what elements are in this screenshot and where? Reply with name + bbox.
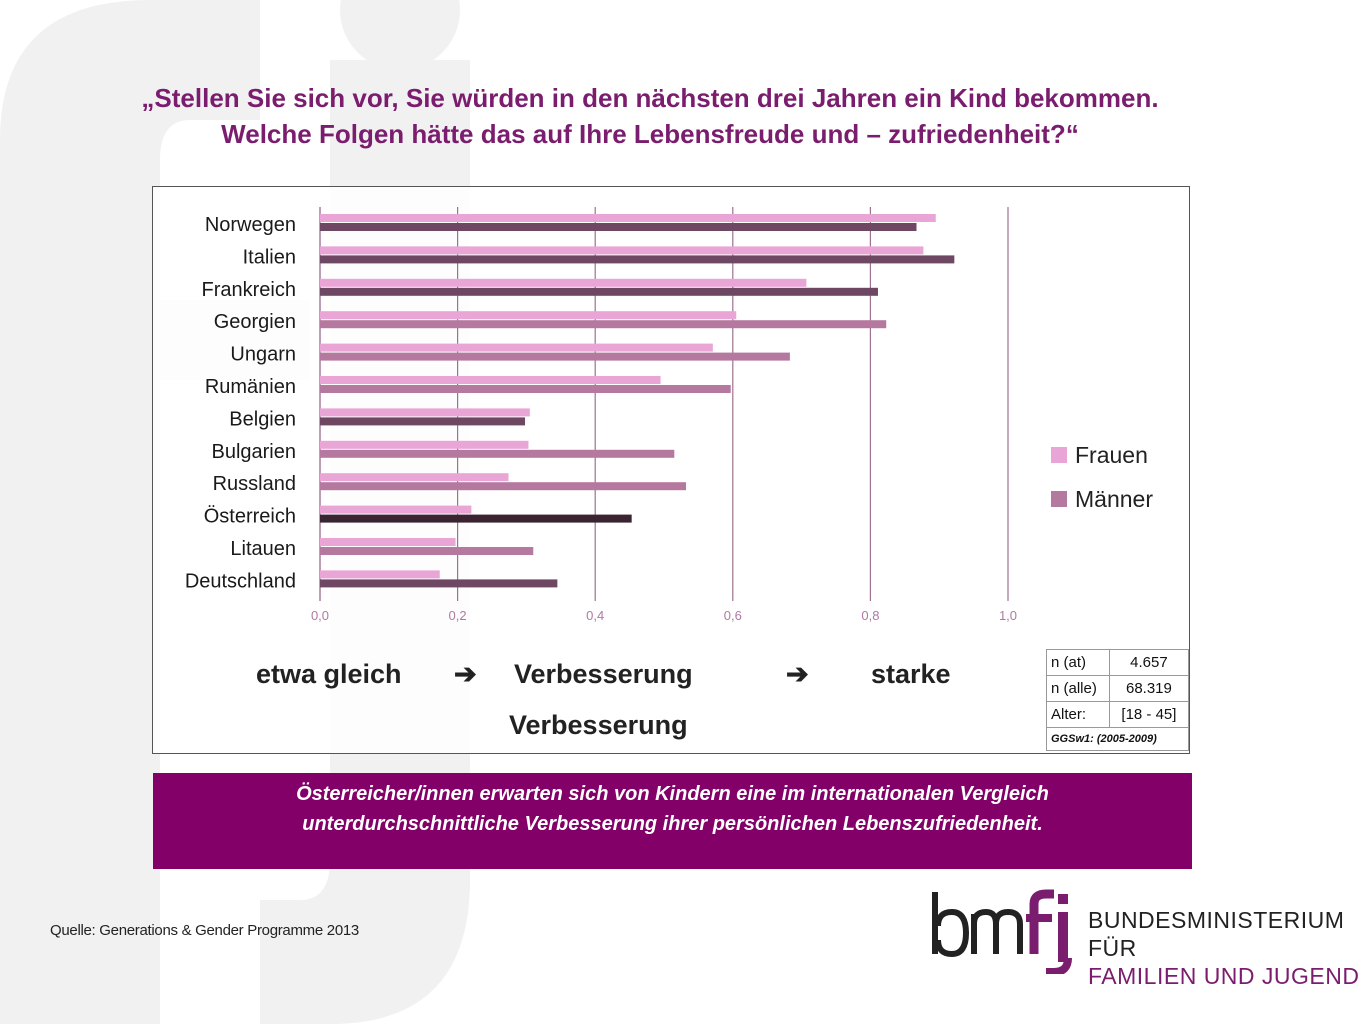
bar-frauen bbox=[320, 311, 737, 320]
logo-line-2: FAMILIEN UND JUGEND bbox=[1088, 963, 1360, 989]
bar-frauen bbox=[320, 538, 456, 546]
bar-maenner bbox=[320, 223, 917, 231]
bar-maenner bbox=[320, 320, 887, 329]
x-tick-label: 0,8 bbox=[861, 608, 879, 623]
bar-frauen bbox=[320, 408, 530, 417]
bar-maenner bbox=[320, 352, 790, 361]
category-label: Österreich bbox=[204, 506, 296, 528]
legend-item-maenner: Männer bbox=[1051, 477, 1153, 521]
scale-high-label-line-2: Verbesserung bbox=[509, 710, 688, 740]
x-tick-label: 0,6 bbox=[724, 608, 742, 623]
bar-maenner bbox=[320, 287, 878, 296]
slide-title: „Stellen Sie sich vor, Sie würden in den… bbox=[60, 80, 1240, 152]
title-line-2: Welche Folgen hätte das auf Ihre Lebensf… bbox=[221, 119, 1079, 149]
scale-mid-label: Verbesserung bbox=[514, 659, 693, 689]
category-label: Norwegen bbox=[205, 214, 296, 236]
info-key: n (at) bbox=[1046, 649, 1110, 676]
scale-low-label: etwa gleich bbox=[256, 659, 402, 689]
bar-frauen bbox=[320, 570, 440, 579]
category-label: Deutschland bbox=[185, 570, 296, 592]
legend-swatch-maenner bbox=[1051, 491, 1067, 507]
bar-maenner bbox=[320, 547, 534, 555]
bar-frauen bbox=[320, 343, 713, 352]
bar-chart: 0,0 0,2 0,4 0,6 0,8 1,0 Norwegen Italien Frankre… bbox=[185, 207, 1017, 623]
bmfj-logo bbox=[932, 889, 1072, 974]
x-tick-label: 0,4 bbox=[586, 608, 604, 623]
legend-label-maenner: Männer bbox=[1075, 485, 1153, 512]
category-label: Bulgarien bbox=[211, 441, 296, 463]
info-key: n (alle) bbox=[1046, 675, 1110, 702]
category-label: Ungarn bbox=[230, 344, 296, 366]
arrow-right-icon: ➔ bbox=[454, 659, 477, 689]
info-source: GGSw1: (2005-2009) bbox=[1046, 727, 1189, 751]
category-label: Belgien bbox=[229, 408, 296, 430]
banner-line-2: unterdurchschnittliche Verbesserung ihre… bbox=[302, 813, 1043, 835]
x-tick-label: 0,0 bbox=[311, 608, 329, 623]
bar-maenner bbox=[320, 449, 675, 458]
info-value: 68.319 bbox=[1108, 675, 1190, 702]
info-source-row: GGSw1: (2005-2009) bbox=[1046, 727, 1189, 751]
info-row: n (at) 4.657 bbox=[1046, 649, 1190, 676]
legend-swatch-frauen bbox=[1051, 447, 1067, 463]
category-label: Georgien bbox=[214, 311, 296, 333]
bar-maenner bbox=[320, 579, 558, 588]
bar-frauen bbox=[320, 473, 509, 482]
logo-wordmark: BUNDESMINISTERIUM FÜR FAMILIEN UND JUGEN… bbox=[1088, 906, 1365, 990]
bar-maenner bbox=[320, 385, 731, 393]
arrow-right-icon: ➔ bbox=[786, 659, 809, 689]
bar-frauen bbox=[320, 278, 807, 287]
info-row: n (alle) 68.319 bbox=[1046, 675, 1190, 702]
info-row: Alter: [18 - 45] bbox=[1046, 701, 1190, 728]
scale-high-label-line-1: starke bbox=[871, 659, 951, 689]
key-finding-banner: Österreicher/innen erwarten sich von Kin… bbox=[153, 773, 1192, 869]
x-tick-label: 1,0 bbox=[999, 608, 1017, 623]
chart-panel: 0,0 0,2 0,4 0,6 0,8 1,0 Norwegen Italien Frankre… bbox=[152, 186, 1190, 754]
info-key: Alter: bbox=[1046, 701, 1110, 728]
category-label: Russland bbox=[213, 473, 296, 495]
bar-maenner bbox=[320, 482, 687, 491]
bar-maenner bbox=[320, 514, 632, 523]
title-line-1: „Stellen Sie sich vor, Sie würden in den… bbox=[141, 83, 1159, 113]
banner-line-1: Österreicher/innen erwarten sich von Kin… bbox=[296, 783, 1049, 805]
bar-frauen bbox=[320, 376, 661, 384]
sample-info-table: n (at) 4.657 n (alle) 68.319 Alter: [18 … bbox=[1046, 649, 1190, 751]
category-label: Rumänien bbox=[205, 376, 296, 398]
bar-frauen bbox=[320, 246, 924, 255]
bar-frauen bbox=[320, 440, 529, 449]
bar-maenner bbox=[320, 417, 526, 426]
bar-frauen bbox=[320, 214, 936, 222]
legend-item-frauen: Frauen bbox=[1051, 433, 1153, 477]
source-note: Quelle: Generations & Gender Programme 2… bbox=[50, 922, 359, 939]
category-label: Litauen bbox=[230, 538, 296, 560]
bar-maenner bbox=[320, 255, 955, 264]
info-value: [18 - 45] bbox=[1108, 701, 1190, 728]
bar-frauen bbox=[320, 505, 472, 514]
category-label: Frankreich bbox=[202, 279, 296, 301]
legend-label-frauen: Frauen bbox=[1075, 441, 1148, 468]
chart-legend: Frauen Männer bbox=[1051, 433, 1153, 521]
info-value: 4.657 bbox=[1108, 649, 1190, 676]
category-label: Italien bbox=[243, 246, 296, 268]
x-tick-label: 0,2 bbox=[449, 608, 467, 623]
logo-line-1: BUNDESMINISTERIUM FÜR bbox=[1088, 907, 1345, 961]
